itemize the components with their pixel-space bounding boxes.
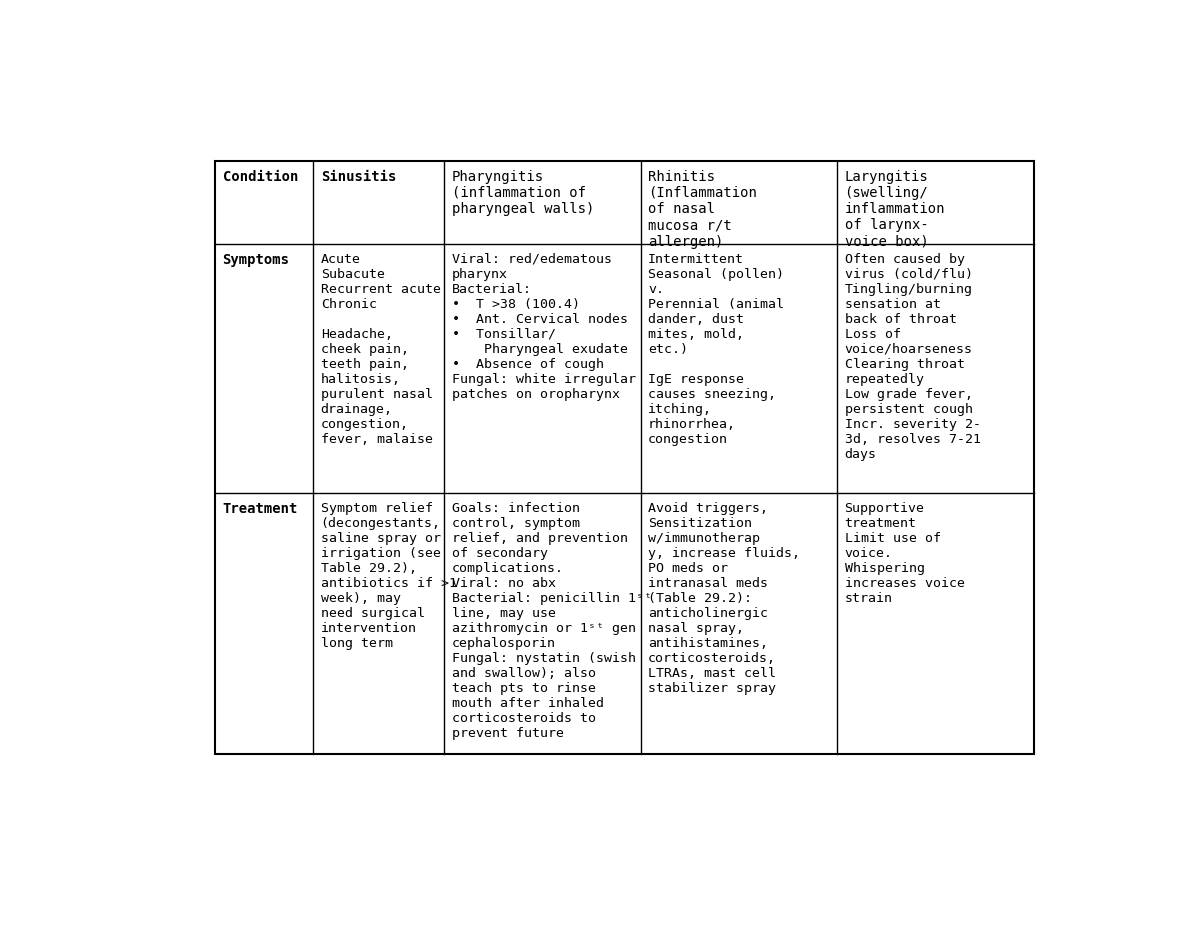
Text: Avoid triggers,
Sensitization
w/immunotherap
y, increase fluids,
PO meds or
intr: Avoid triggers, Sensitization w/immunoth… [648, 502, 800, 694]
Text: Goals: infection
control, symptom
relief, and prevention
of secondary
complicati: Goals: infection control, symptom relief… [451, 502, 652, 740]
Text: Laryngitis
(swelling/
inflammation
of larynx-
voice box): Laryngitis (swelling/ inflammation of la… [845, 170, 946, 248]
Text: Treatment: Treatment [222, 502, 298, 515]
Text: Often caused by
virus (cold/flu)
Tingling/burning
sensation at
back of throat
Lo: Often caused by virus (cold/flu) Tinglin… [845, 253, 980, 461]
Text: Acute
Subacute
Recurrent acute
Chronic

Headache,
cheek pain,
teeth pain,
halito: Acute Subacute Recurrent acute Chronic H… [320, 253, 440, 446]
Text: Condition: Condition [222, 170, 298, 184]
Text: Viral: red/edematous
pharynx
Bacterial:
•  T >38 (100.4)
•  Ant. Cervical nodes
: Viral: red/edematous pharynx Bacterial: … [451, 253, 636, 400]
Bar [215, 161, 1033, 754]
Text: Symptoms: Symptoms [222, 253, 289, 267]
Text: Symptom relief
(decongestants,
saline spray or
irrigation (see
Table 29.2),
anti: Symptom relief (decongestants, saline sp… [320, 502, 457, 650]
Text: Sinusitis: Sinusitis [320, 170, 396, 184]
Text: Rhinitis
(Inflammation
of nasal
mucosa r/t
allergen): Rhinitis (Inflammation of nasal mucosa r… [648, 170, 757, 248]
Text: Intermittent
Seasonal (pollen)
v.
Perennial (animal
dander, dust
mites, mold,
et: Intermittent Seasonal (pollen) v. Perenn… [648, 253, 784, 446]
Text: Pharyngitis
(inflammation of
pharyngeal walls): Pharyngitis (inflammation of pharyngeal … [451, 170, 594, 216]
Text: Supportive
treatment
Limit use of
voice.
Whispering
increases voice
strain: Supportive treatment Limit use of voice.… [845, 502, 965, 604]
